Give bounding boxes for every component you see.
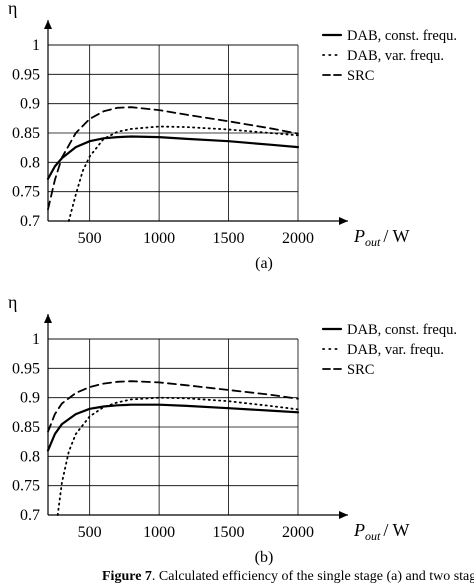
caption-label: Figure 7 — [102, 569, 152, 584]
caption-separator: . — [152, 569, 159, 584]
series-line-dotted — [67, 125, 299, 222]
x-axis-arrow — [339, 511, 348, 519]
legend-label: SRC — [347, 68, 374, 84]
x-tick-label: 2000 — [282, 524, 314, 541]
x-tick-label: 1500 — [213, 524, 245, 541]
x-axis-label-main: P — [353, 520, 365, 540]
y-axis-label: η — [8, 292, 17, 312]
x-axis-label-unit: / W — [383, 520, 409, 540]
x-tick-label: 500 — [78, 524, 102, 541]
x-tick-label: 2000 — [282, 230, 314, 247]
y-axis-label: η — [8, 0, 17, 18]
y-tick-label: 0.85 — [12, 419, 40, 436]
legend-label: DAB, var. frequ. — [347, 48, 444, 64]
x-tick-label: 500 — [78, 230, 102, 247]
x-axis-label: Pout / W — [353, 520, 410, 543]
x-tick-label: 1000 — [143, 524, 175, 541]
x-tick-label: 1500 — [213, 230, 245, 247]
y-axis-arrow — [44, 314, 52, 323]
y-tick-label: 1 — [32, 37, 40, 54]
y-tick-label: 0.8 — [20, 154, 40, 171]
x-tick-label: 1000 — [143, 230, 175, 247]
caption-text: Calculated efficiency of the single stag… — [159, 569, 474, 584]
series-line-solid — [46, 135, 300, 180]
y-axis-arrow — [44, 20, 52, 29]
y-tick-label: 0.75 — [12, 478, 40, 495]
x-axis-label-sub: out — [365, 235, 381, 249]
legend-label: DAB, const. frequ. — [347, 28, 457, 44]
figure-caption: Figure 7. Calculated efficiency of the s… — [102, 569, 474, 584]
y-tick-label: 0.9 — [20, 390, 40, 407]
series-line-dashed — [47, 380, 299, 433]
y-tick-label: 0.75 — [12, 184, 40, 201]
legend-label: DAB, const. frequ. — [347, 322, 457, 338]
x-axis-label-unit: / W — [383, 226, 409, 246]
y-tick-label: 0.7 — [20, 507, 40, 524]
legend-label: SRC — [347, 362, 374, 378]
series-line-dashed — [47, 106, 299, 211]
y-tick-label: 1 — [32, 331, 40, 348]
y-tick-label: 0.9 — [20, 96, 40, 113]
y-tick-label: 0.95 — [12, 66, 40, 83]
x-axis-label-sub: out — [365, 529, 381, 543]
series-line-solid — [46, 403, 300, 452]
x-axis-label: Pout / W — [353, 226, 410, 249]
y-tick-label: 0.95 — [12, 360, 40, 377]
legend-label: DAB, var. frequ. — [347, 342, 444, 358]
panel-label: (a) — [255, 255, 273, 272]
y-tick-label: 0.7 — [20, 213, 40, 230]
y-tick-label: 0.85 — [12, 125, 40, 142]
series-line-dotted — [56, 396, 299, 516]
y-tick-label: 0.8 — [20, 448, 40, 465]
panel-label: (b) — [255, 549, 274, 566]
x-axis-arrow — [339, 217, 348, 225]
x-axis-label-main: P — [353, 226, 365, 246]
